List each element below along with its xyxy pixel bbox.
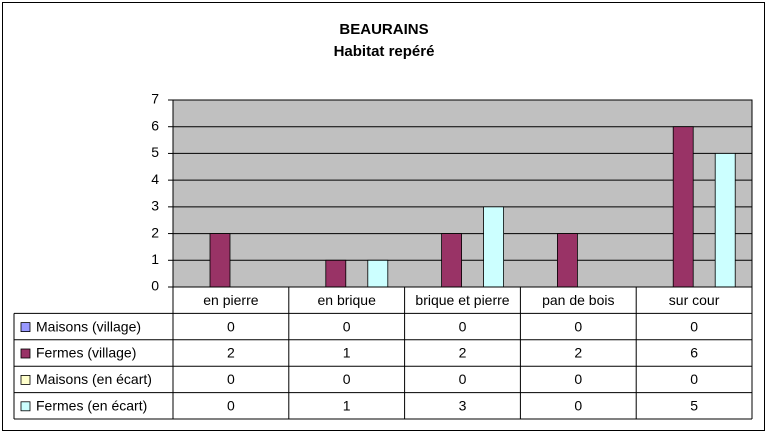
table-value: 2 — [574, 345, 582, 361]
bar — [557, 233, 578, 288]
bar — [441, 233, 463, 288]
bar — [209, 233, 231, 288]
table-value: 0 — [574, 318, 582, 334]
table-value: 0 — [459, 371, 467, 387]
x-tick-label: pan de bois — [542, 292, 614, 308]
y-tick-label: 3 — [151, 198, 159, 214]
y-tick-label: 6 — [151, 117, 159, 133]
bar — [672, 126, 694, 288]
chart-title: BEAURAINS — [339, 21, 428, 38]
table-value: 0 — [227, 371, 235, 387]
y-tick-label: 4 — [151, 171, 159, 187]
y-tick-label: 0 — [151, 278, 159, 294]
legend-label: Maisons (en écart) — [36, 371, 152, 387]
table-value: 2 — [227, 345, 235, 361]
x-tick-label: sur cour — [669, 292, 720, 308]
legend-label: Fermes (village) — [36, 345, 136, 361]
y-tick-label: 7 — [151, 91, 159, 107]
bar — [483, 206, 505, 288]
chart-subtitle: Habitat repéré — [334, 43, 435, 60]
table-value: 0 — [227, 318, 235, 334]
table-value: 2 — [459, 345, 467, 361]
y-tick-label: 2 — [151, 224, 159, 240]
table-value: 0 — [574, 398, 582, 414]
x-tick-label: en brique — [318, 292, 377, 308]
bar — [367, 259, 389, 288]
plot-area — [172, 99, 753, 288]
table-value: 0 — [343, 318, 351, 334]
table-value: 0 — [690, 318, 698, 334]
legend-label: Fermes (en écart) — [36, 398, 147, 414]
x-tick-label: en pierre — [203, 292, 258, 308]
table-value: 0 — [343, 371, 351, 387]
table-value: 5 — [690, 398, 698, 414]
table-value: 0 — [690, 371, 698, 387]
table-value: 0 — [227, 398, 235, 414]
x-tick-label: brique et pierre — [415, 292, 509, 308]
table-value: 1 — [343, 398, 351, 414]
legend-swatch — [20, 322, 31, 333]
bar — [325, 259, 347, 288]
table-value: 0 — [574, 371, 582, 387]
table-value: 6 — [690, 345, 698, 361]
legend-swatch — [20, 401, 31, 412]
legend-swatch — [20, 348, 31, 359]
table-value: 0 — [459, 318, 467, 334]
legend-swatch — [20, 374, 31, 385]
y-tick-label: 1 — [151, 251, 159, 267]
table-value: 3 — [459, 398, 467, 414]
legend-label: Maisons (village) — [36, 318, 141, 334]
y-tick-label: 5 — [151, 144, 159, 160]
table-value: 1 — [343, 345, 351, 361]
bar — [714, 153, 736, 288]
